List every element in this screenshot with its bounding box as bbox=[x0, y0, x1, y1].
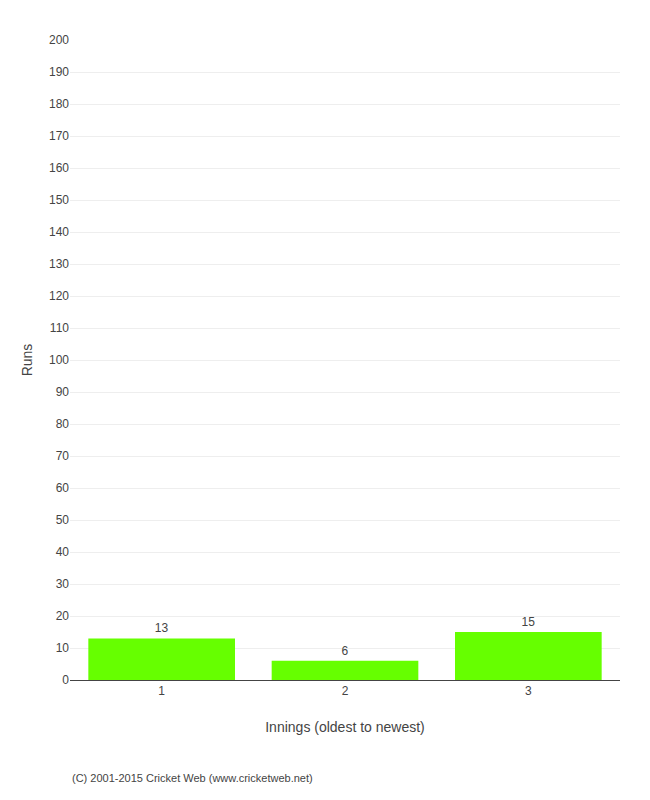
svg-text:90: 90 bbox=[56, 385, 70, 399]
svg-text:Innings (oldest to newest): Innings (oldest to newest) bbox=[265, 719, 425, 735]
svg-text:160: 160 bbox=[49, 161, 69, 175]
svg-text:1: 1 bbox=[158, 684, 165, 698]
svg-text:120: 120 bbox=[49, 289, 69, 303]
svg-text:70: 70 bbox=[56, 449, 70, 463]
svg-text:20: 20 bbox=[56, 609, 70, 623]
svg-text:3: 3 bbox=[525, 684, 532, 698]
svg-text:200: 200 bbox=[49, 33, 69, 47]
svg-text:30: 30 bbox=[56, 577, 70, 591]
svg-text:0: 0 bbox=[62, 673, 69, 687]
svg-text:Runs: Runs bbox=[19, 344, 35, 377]
svg-text:130: 130 bbox=[49, 257, 69, 271]
svg-text:15: 15 bbox=[521, 615, 535, 629]
svg-text:50: 50 bbox=[56, 513, 70, 527]
svg-text:(C) 2001-2015 Cricket Web (www: (C) 2001-2015 Cricket Web (www.cricketwe… bbox=[72, 772, 313, 784]
svg-text:190: 190 bbox=[49, 65, 69, 79]
svg-text:10: 10 bbox=[56, 641, 70, 655]
svg-text:2: 2 bbox=[342, 684, 349, 698]
svg-text:140: 140 bbox=[49, 225, 69, 239]
svg-text:60: 60 bbox=[56, 481, 70, 495]
svg-text:170: 170 bbox=[49, 129, 69, 143]
svg-text:150: 150 bbox=[49, 193, 69, 207]
svg-text:40: 40 bbox=[56, 545, 70, 559]
svg-text:180: 180 bbox=[49, 97, 69, 111]
svg-text:100: 100 bbox=[49, 353, 69, 367]
svg-text:6: 6 bbox=[342, 644, 349, 658]
svg-text:13: 13 bbox=[155, 621, 169, 635]
svg-text:110: 110 bbox=[50, 321, 69, 335]
svg-text:80: 80 bbox=[56, 417, 70, 431]
